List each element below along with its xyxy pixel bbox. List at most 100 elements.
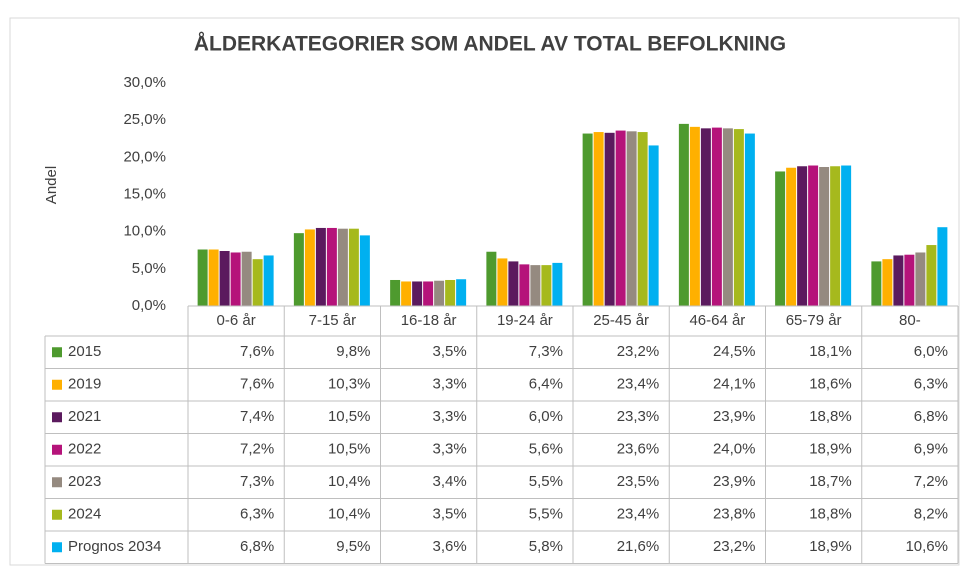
bar [530, 265, 541, 306]
bar [401, 281, 412, 306]
bar [582, 133, 593, 306]
bar [937, 227, 948, 306]
y-tick-label: 0,0% [132, 297, 166, 314]
legend-swatch [52, 412, 62, 423]
table-value: 23,3% [617, 408, 660, 425]
bar [486, 251, 497, 306]
legend-swatch [52, 542, 62, 553]
bar [786, 167, 797, 306]
bar [412, 281, 423, 306]
x-tick-label: 46-64 år [689, 312, 745, 329]
legend-label: 2021 [68, 408, 101, 425]
bar [445, 279, 456, 306]
legend-label: 2015 [68, 343, 101, 360]
table-value: 10,4% [328, 473, 371, 490]
table-value: 18,8% [809, 408, 852, 425]
bar [926, 245, 937, 306]
x-tick-label: 19-24 år [497, 312, 553, 329]
table-value: 3,3% [433, 376, 467, 393]
bar [893, 255, 904, 306]
legend-label: 2024 [68, 506, 101, 523]
chart-title: ÅLDERKATEGORIER SOM ANDEL AV TOTAL BEFOL… [194, 32, 786, 56]
table-value: 23,4% [617, 376, 660, 393]
x-tick-label: 7-15 år [309, 312, 357, 329]
table-value: 24,1% [713, 376, 756, 393]
table-value: 3,5% [433, 343, 467, 360]
table-value: 23,6% [617, 441, 660, 458]
table-value: 3,5% [433, 506, 467, 523]
bar [615, 130, 626, 306]
bar [733, 129, 744, 306]
bar [904, 254, 915, 306]
bar [830, 166, 841, 306]
bar [315, 227, 326, 306]
table-value: 7,6% [240, 343, 274, 360]
table-value: 6,3% [914, 376, 948, 393]
bar [648, 145, 659, 306]
bar [744, 133, 755, 306]
table-value: 23,9% [713, 473, 756, 490]
table-value: 24,0% [713, 441, 756, 458]
table-value: 10,4% [328, 506, 371, 523]
bar [519, 264, 530, 306]
bar [841, 165, 852, 306]
bar [337, 228, 348, 306]
bar [797, 166, 808, 306]
table-value: 18,1% [809, 343, 852, 360]
table-value: 23,2% [617, 343, 660, 360]
legend-label: Prognos 2034 [68, 538, 161, 555]
bar [252, 259, 263, 306]
legend-label: 2023 [68, 473, 101, 490]
bar [722, 128, 733, 306]
bar [711, 127, 722, 306]
table-value: 10,3% [328, 376, 371, 393]
table-value: 6,4% [529, 376, 563, 393]
bar [882, 259, 893, 306]
table-value: 3,6% [433, 538, 467, 555]
bar [423, 281, 434, 306]
table-value: 5,5% [529, 473, 563, 490]
bar [541, 265, 552, 306]
x-tick-label: 16-18 år [401, 312, 457, 329]
legend-swatch [52, 347, 62, 358]
table-value: 10,5% [328, 441, 371, 458]
bar [263, 255, 274, 306]
table-value: 10,6% [905, 538, 948, 555]
bar [359, 235, 370, 306]
table-value: 7,2% [914, 473, 948, 490]
bar [637, 132, 648, 306]
bar [689, 126, 700, 307]
table-value: 7,4% [240, 408, 274, 425]
table-value: 6,3% [240, 506, 274, 523]
table-value: 6,8% [240, 538, 274, 555]
table-value: 7,2% [240, 441, 274, 458]
bar [552, 262, 563, 306]
table-value: 21,6% [617, 538, 660, 555]
table-value: 10,5% [328, 408, 371, 425]
x-tick-label: 80- [899, 312, 921, 329]
table-value: 8,2% [914, 506, 948, 523]
x-tick-label: 25-45 år [593, 312, 649, 329]
table-value: 23,2% [713, 538, 756, 555]
bar [593, 132, 604, 306]
y-axis-label: Andel [43, 166, 60, 204]
bar [819, 166, 830, 306]
table-value: 24,5% [713, 343, 756, 360]
bar [915, 252, 926, 306]
bar [808, 165, 819, 306]
table-value: 3,4% [433, 473, 467, 490]
x-tick-label: 65-79 år [786, 312, 842, 329]
legend-swatch [52, 444, 62, 455]
table-value: 6,0% [529, 408, 563, 425]
table-value: 9,5% [336, 538, 370, 555]
table-value: 7,6% [240, 376, 274, 393]
bar [230, 252, 241, 306]
table-value: 9,8% [336, 343, 370, 360]
bar [390, 279, 401, 306]
table-value: 7,3% [529, 343, 563, 360]
bar [497, 258, 508, 306]
bar [208, 249, 219, 306]
bar [293, 233, 304, 306]
